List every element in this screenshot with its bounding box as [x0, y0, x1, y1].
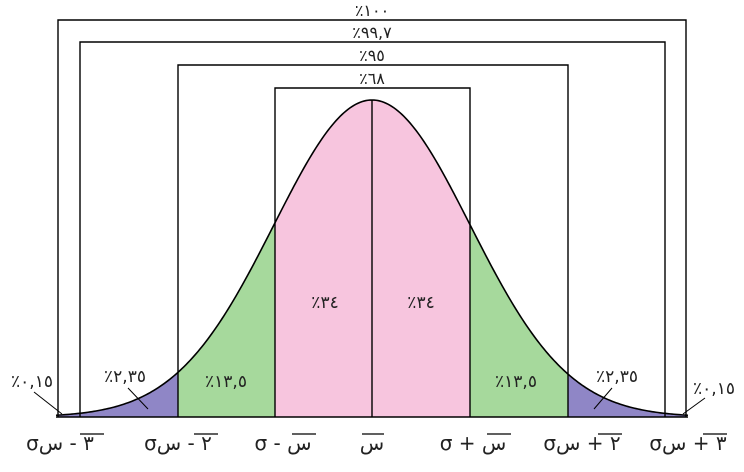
axis-label-plus-2sigma: σ٢ + س — [543, 431, 620, 455]
center-right-label: ٪٣٤ — [407, 293, 434, 313]
center-left-label: ٪٣٤ — [311, 293, 338, 313]
green-right-label: ٪١٣,٥ — [495, 372, 537, 392]
axis-label-plus-3sigma: σ٣ + س — [649, 431, 727, 455]
axis-label-minus-3sigma: σ٣ - س — [26, 431, 94, 455]
bracket-100 — [57, 19, 687, 417]
leader-purple-right — [593, 387, 613, 410]
leader-purple-left — [127, 387, 149, 410]
axis-label-minus-2sigma: σ٢ - س — [144, 431, 212, 455]
green-left-label: ٪١٣,٥ — [205, 372, 247, 392]
center-right-region — [372, 100, 470, 417]
axis-label-plus-sigma: σ + س — [440, 431, 507, 455]
axis-label-minus-sigma: σ - س — [254, 431, 311, 455]
leader-tail-left — [33, 391, 63, 415]
bracket-100-label: ٪١٠٠ — [355, 1, 389, 20]
purple-left-label: ٪٢,٣٥ — [104, 367, 146, 387]
bracket-95-label: ٪٩٥ — [359, 46, 385, 65]
axis-label-mean: س — [360, 431, 384, 455]
bracket-99-7-label: ٪٩٩,٧ — [352, 23, 392, 42]
tail-right-label: ٪٠,١٥ — [693, 379, 735, 399]
leader-tail-right — [682, 397, 706, 415]
purple-right-region — [568, 374, 665, 417]
tail-left-label: ٪٠,١٥ — [11, 372, 53, 392]
bracket-99-7 — [79, 41, 666, 417]
purple-right-label: ٪٢,٣٥ — [596, 367, 638, 387]
bracket-68 — [274, 87, 471, 417]
green-left-region — [178, 222, 275, 417]
bracket-95 — [177, 64, 569, 417]
purple-left-region — [80, 372, 178, 417]
bracket-68-label: ٪٦٨ — [359, 69, 385, 88]
center-left-region — [275, 100, 372, 417]
